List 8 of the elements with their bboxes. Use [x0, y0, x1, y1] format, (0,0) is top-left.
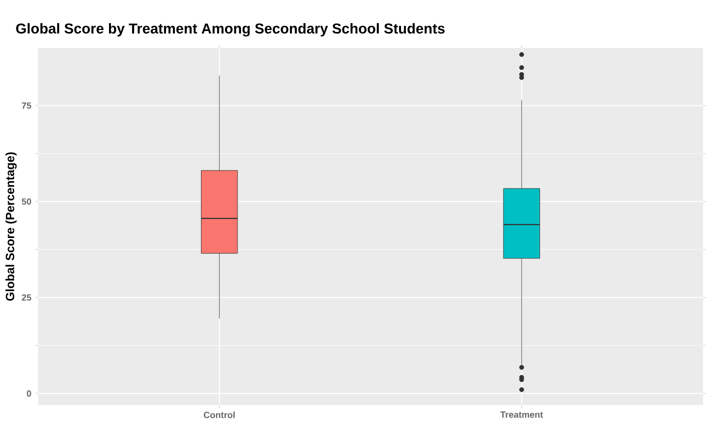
x-tick-label: Treatment [500, 412, 543, 418]
y-tick-label: 25 [22, 294, 32, 301]
y-tick-label: 75 [22, 102, 32, 109]
chart-title: Global Score by Treatment Among Secondary School Students [16, 23, 445, 37]
x-tick-label: Control [204, 412, 235, 418]
y-tick-label: 50 [22, 198, 32, 205]
y-tick-label: 0 [26, 390, 32, 397]
y-axis-title: Global Score (Percentage) [5, 152, 17, 301]
